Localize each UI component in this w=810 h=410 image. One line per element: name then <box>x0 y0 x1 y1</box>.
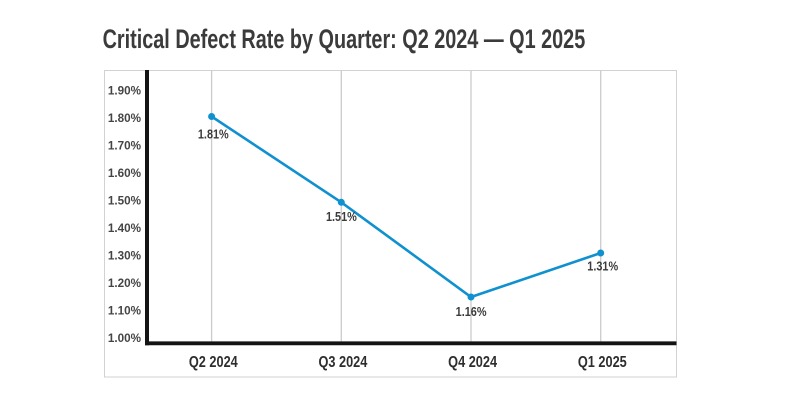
svg-text:1.90%: 1.90% <box>108 84 142 97</box>
svg-text:1.30%: 1.30% <box>108 249 142 262</box>
svg-text:1.60%: 1.60% <box>108 167 142 180</box>
svg-text:1.40%: 1.40% <box>108 222 142 235</box>
svg-text:1.20%: 1.20% <box>108 277 142 290</box>
svg-text:1.80%: 1.80% <box>108 112 142 125</box>
svg-text:Q4 2024: Q4 2024 <box>448 354 497 372</box>
svg-text:Q2 2024: Q2 2024 <box>189 354 238 372</box>
svg-text:1.10%: 1.10% <box>108 304 142 317</box>
svg-text:1.51%: 1.51% <box>326 209 357 224</box>
svg-text:1.70%: 1.70% <box>108 139 142 152</box>
svg-text:1.50%: 1.50% <box>108 194 142 207</box>
svg-text:Critical Defect Rate by Quarte: Critical Defect Rate by Quarter: Q2 2024… <box>103 24 586 53</box>
svg-text:1.81%: 1.81% <box>198 126 229 141</box>
svg-text:1.16%: 1.16% <box>456 304 487 319</box>
svg-text:1.00%: 1.00% <box>108 332 142 345</box>
svg-text:1.31%: 1.31% <box>587 259 618 274</box>
svg-text:Q1 2025: Q1 2025 <box>578 354 627 372</box>
svg-text:Q3 2024: Q3 2024 <box>318 354 367 372</box>
